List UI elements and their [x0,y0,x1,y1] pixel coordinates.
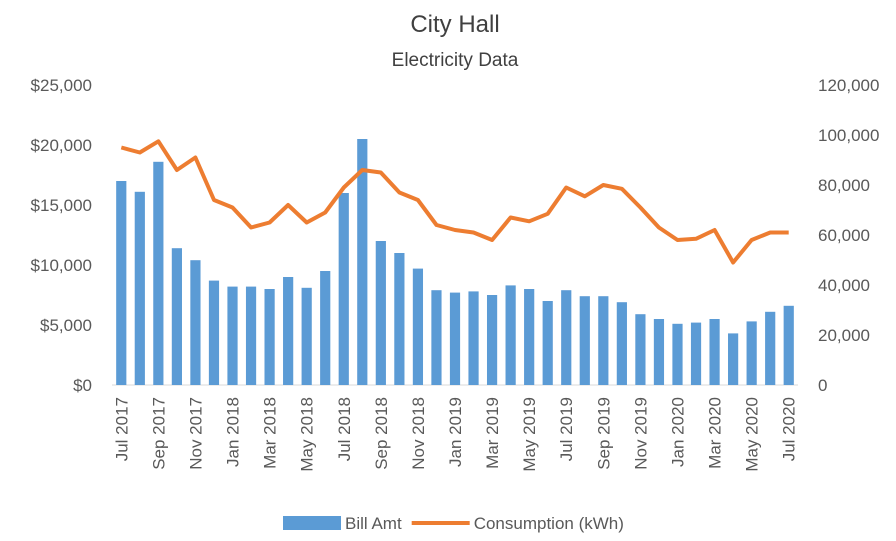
x-tick-label: Mar 2020 [706,397,725,469]
x-tick-label: May 2018 [298,397,317,472]
bar [394,253,405,385]
y-tick-label: $5,000 [40,316,92,335]
x-tick-label: Jul 2019 [557,397,576,461]
bar [208,280,220,385]
bar [320,271,331,385]
y2-tick-label: 0 [818,376,827,395]
legend-label: Consumption (kWh) [474,514,624,533]
bar [431,290,442,385]
x-tick-label: Jan 2020 [668,397,687,467]
bar [227,286,238,385]
y2-tick-label: 20,000 [818,326,870,345]
chart-title: City Hall [410,11,499,38]
bar [653,319,665,385]
y2-tick-label: 60,000 [818,226,870,245]
x-tick-label: Mar 2018 [261,397,280,469]
bar [245,286,257,385]
bar [134,191,145,385]
bar [635,314,646,385]
bar [728,333,739,385]
y2-tick-label: 40,000 [818,276,870,295]
bar [579,296,590,385]
y2-tick-label: 80,000 [818,176,870,195]
x-tick-label: May 2019 [520,397,539,472]
bar [190,260,201,385]
bar [171,248,182,385]
bar [598,296,609,385]
y-tick-label: $25,000 [31,76,92,95]
y2-tick-label: 120,000 [818,76,879,95]
x-tick-label: Jul 2020 [780,397,799,461]
x-tick-label: Jul 2018 [335,397,354,461]
bar [301,287,312,385]
bar [357,139,368,385]
x-tick-label: May 2020 [743,397,762,472]
chart-subtitle: Electricity Data [392,50,519,71]
bar [524,289,535,385]
x-tick-label: Nov 2019 [631,397,650,470]
bar [449,292,461,385]
bar [338,193,349,385]
bar [116,181,127,385]
x-tick-label: Jan 2018 [224,397,243,467]
bar [542,301,553,385]
bar [486,295,498,385]
y-tick-label: $20,000 [31,136,92,155]
bar [468,291,479,385]
bar [746,321,757,385]
bar [375,241,386,385]
bar [616,302,627,385]
bar [153,161,164,385]
bar [412,268,424,385]
bar [283,277,294,385]
y-tick-label: $0 [73,376,92,395]
y-tick-label: $15,000 [31,196,92,215]
y2-tick-label: 100,000 [818,126,879,145]
legend-label: Bill Amt [345,514,402,533]
bar [561,290,572,385]
bar [783,305,794,385]
bar [765,311,776,385]
legend-swatch [283,516,341,530]
line [120,139,789,265]
x-tick-label: Jul 2017 [112,397,131,461]
x-tick-label: Nov 2017 [186,397,205,470]
bar [505,285,516,385]
x-tick-label: Sep 2019 [594,397,613,470]
x-tick-label: Sep 2018 [372,397,391,470]
bar [264,289,275,385]
x-tick-label: Nov 2018 [409,397,428,470]
x-tick-label: Jan 2019 [446,397,465,467]
bar [672,323,683,385]
bar [690,322,702,385]
x-tick-label: Sep 2017 [149,397,168,470]
y-tick-label: $10,000 [31,256,92,275]
x-tick-label: Mar 2019 [483,397,502,469]
bar [709,319,720,385]
